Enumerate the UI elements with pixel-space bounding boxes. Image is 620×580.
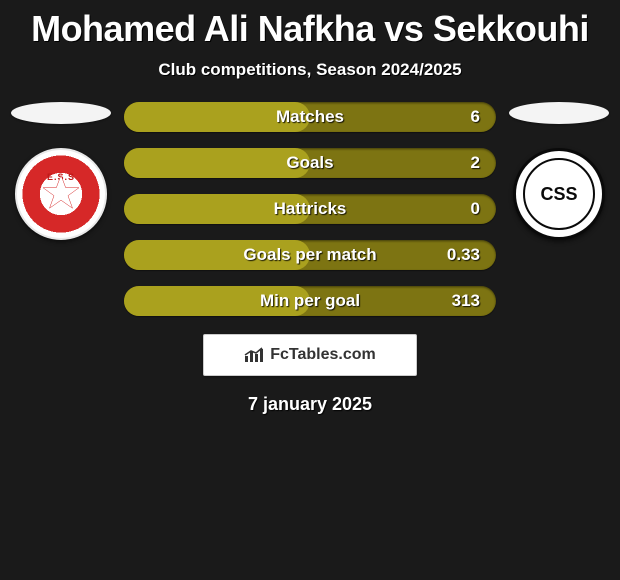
stat-label: Min per goal xyxy=(260,291,360,311)
star-icon xyxy=(41,173,81,213)
source-brand-text: FcTables.com xyxy=(270,346,376,364)
stat-bar-fill xyxy=(124,148,310,178)
page-subtitle: Club competitions, Season 2024/2025 xyxy=(0,60,620,102)
stat-right-value: 6 xyxy=(471,107,480,127)
stat-right-value: 0.33 xyxy=(447,245,480,265)
stat-label: Goals per match xyxy=(243,245,376,265)
stat-bar-min-per-goal: Min per goal 313 xyxy=(124,286,496,316)
left-club-crest: E.S.S xyxy=(15,148,107,240)
stat-label: Hattricks xyxy=(274,199,347,219)
right-crest-label: CSS xyxy=(523,158,595,230)
stat-bar-matches: Matches 6 xyxy=(124,102,496,132)
report-date: 7 january 2025 xyxy=(0,376,620,415)
stat-bars: Matches 6 Goals 2 Hattricks 0 Goals per … xyxy=(124,102,496,316)
left-player-column: E.S.S xyxy=(6,102,116,240)
stat-label: Matches xyxy=(276,107,344,127)
stat-right-value: 2 xyxy=(471,153,480,173)
page-title: Mohamed Ali Nafkha vs Sekkouhi xyxy=(0,4,620,60)
stat-bar-hattricks: Hattricks 0 xyxy=(124,194,496,224)
stat-right-value: 0 xyxy=(471,199,480,219)
right-club-crest: CSS xyxy=(513,148,605,240)
stat-bar-goals: Goals 2 xyxy=(124,148,496,178)
source-logo[interactable]: FcTables.com xyxy=(203,334,417,376)
comparison-card: Mohamed Ali Nafkha vs Sekkouhi Club comp… xyxy=(0,0,620,415)
stat-label: Goals xyxy=(286,153,333,173)
right-value-pill xyxy=(509,102,609,124)
bar-chart-icon xyxy=(244,346,266,364)
left-value-pill xyxy=(11,102,111,124)
comparison-body: E.S.S Matches 6 Goals 2 Hattricks 0 xyxy=(0,102,620,316)
right-player-column: CSS xyxy=(504,102,614,240)
stat-bar-goals-per-match: Goals per match 0.33 xyxy=(124,240,496,270)
stat-right-value: 313 xyxy=(452,291,480,311)
